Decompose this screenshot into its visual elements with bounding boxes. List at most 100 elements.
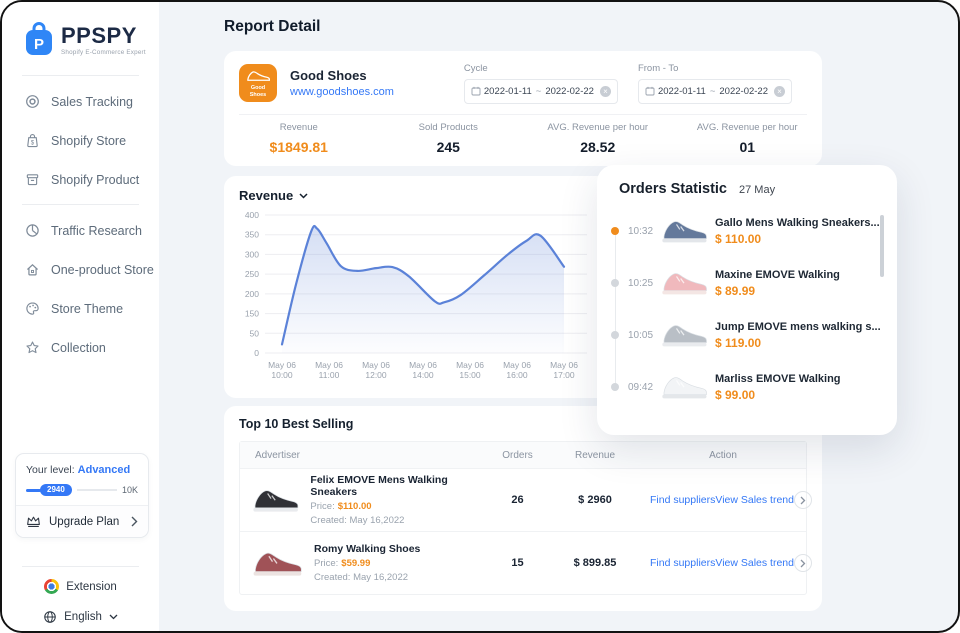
cycle-date-range-picker[interactable]: 2022-01-11 ~ 2022-02-22 × <box>463 78 618 104</box>
product-created-line: Created: May 16,2022 <box>310 515 405 526</box>
order-time: 09:42 <box>628 381 654 393</box>
sidebar-item-sales-tracking[interactable]: Sales Tracking <box>2 82 159 121</box>
chart-title: Revenue <box>239 188 294 203</box>
svg-text:May 06: May 06 <box>409 360 437 370</box>
table-row: Felix EMOVE Mens Walking Sneakers Price:… <box>240 468 812 531</box>
chevron-right-icon <box>131 516 138 527</box>
best-selling-table: Advertiser Orders Revenue Action Felix E… <box>239 441 812 595</box>
calendar-icon <box>471 86 481 96</box>
orders-statistic-date: 27 May <box>739 184 776 196</box>
chevron-right-icon <box>800 559 806 567</box>
view-sales-trend-link[interactable]: View Sales trend <box>715 557 794 569</box>
upgrade-plan-button[interactable]: Upgrade Plan <box>16 505 148 537</box>
product-box-icon <box>26 174 39 186</box>
level-label: Your level: Advanced <box>26 464 131 476</box>
svg-text:250: 250 <box>245 269 259 279</box>
svg-text:17:00: 17:00 <box>553 370 575 380</box>
svg-text:150: 150 <box>245 309 259 319</box>
sidebar-item-label: Sales Tracking <box>51 94 133 109</box>
order-product-name: Jump EMOVE mens walking s... <box>715 320 881 333</box>
svg-text:11:00: 11:00 <box>319 370 340 380</box>
shop-name: Good Shoes <box>290 68 367 83</box>
svg-text:May 06: May 06 <box>456 360 484 370</box>
svg-text:350: 350 <box>245 230 259 240</box>
shop-avatar: Good Shoes <box>239 64 277 102</box>
svg-text:50: 50 <box>250 328 260 338</box>
chevron-down-icon <box>109 614 118 620</box>
level-card: Your level: Advanced 2940 10K Upgrade Pla… <box>15 453 149 538</box>
sidebar-item-shopify-store[interactable]: $ Shopify Store <box>2 121 159 160</box>
fromto-label: From - To <box>637 62 679 74</box>
table-header: Advertiser Orders Revenue Action <box>240 442 806 468</box>
cycle-end-date: 2022-02-22 <box>545 85 594 97</box>
order-item[interactable]: 10:25 Maxine EMOVE Walking $ 89.99 <box>611 257 873 309</box>
stat-avg-revenue-2-value: 01 <box>739 139 756 155</box>
svg-text:P: P <box>34 36 44 53</box>
stat-revenue: Revenue $1849.81 <box>224 115 374 165</box>
calendar-icon <box>645 86 655 96</box>
table-row: Romy Walking Shoes Price: $59.99 Created:… <box>240 531 812 594</box>
sidebar-item-traffic-research[interactable]: Traffic Research <box>2 211 159 250</box>
sidebar-item-label: Shopify Store <box>51 133 127 148</box>
cycle-start-date: 2022-01-11 <box>483 85 532 97</box>
timeline-line <box>615 231 616 387</box>
revenue-amount: $ 899.85 <box>573 557 617 569</box>
sidebar-item-collection[interactable]: Collection <box>2 328 159 367</box>
target-icon <box>26 95 39 108</box>
product-shoe-image <box>253 490 299 512</box>
crown-icon <box>27 516 40 527</box>
chart-metric-dropdown[interactable]: Revenue <box>239 188 329 203</box>
order-item[interactable]: 09:42 Marliss EMOVE Walking $ 99.00 <box>611 361 873 413</box>
revenue-amount: $ 2960 <box>578 494 612 506</box>
language-selector[interactable]: English <box>2 610 159 624</box>
cycle-clear-button[interactable]: × <box>599 85 611 97</box>
row-expand-button[interactable] <box>793 491 812 509</box>
level-value: Advanced <box>77 464 131 476</box>
fromto-date-range-picker[interactable]: 2022-01-11 ~ 2022-02-22 × <box>637 78 792 104</box>
sidebar-item-one-product-store[interactable]: One-product Store <box>2 250 159 289</box>
order-item[interactable]: 10:32 Gallo Mens Walking Sneakers... $ 1… <box>611 205 880 257</box>
svg-text:12:00: 12:00 <box>365 370 387 380</box>
svg-text:May 06: May 06 <box>550 360 578 370</box>
best-selling-card: Top 10 Best Selling Advertiser Orders Re… <box>224 406 822 611</box>
sidebar-item-store-theme[interactable]: Store Theme <box>2 289 159 328</box>
order-time: 10:05 <box>628 329 654 341</box>
stat-revenue-value: $1849.81 <box>269 139 328 155</box>
panel-scrollbar[interactable] <box>880 215 884 277</box>
product-shoe-image <box>253 552 302 576</box>
view-sales-trend-link[interactable]: View Sales trend <box>715 494 794 506</box>
page-title: Report Detail <box>224 18 321 35</box>
find-suppliers-link[interactable]: Find suppliers <box>650 557 716 569</box>
order-shoe-image <box>662 273 707 295</box>
progress-max-label: 10K <box>121 485 138 495</box>
sidebar: P PPSPY Shopify E-Commerce Expert Sales … <box>2 2 159 631</box>
order-product-name: Maxine EMOVE Walking <box>715 268 840 281</box>
orders-count: 26 <box>511 494 524 506</box>
svg-text:$: $ <box>31 139 35 146</box>
sidebar-item-shopify-product[interactable]: Shopify Product <box>2 160 159 199</box>
order-time: 10:32 <box>628 225 654 237</box>
pie-chart-icon <box>26 224 39 237</box>
shop-url-link[interactable]: www.goodshoes.com <box>290 86 394 98</box>
timeline-dot <box>611 279 619 287</box>
svg-text:300: 300 <box>245 249 259 259</box>
fromto-clear-button[interactable]: × <box>774 85 785 97</box>
divider <box>22 75 139 76</box>
order-item[interactable]: 10:05 Jump EMOVE mens walking s... $ 119… <box>611 309 881 361</box>
order-product-name: Marliss EMOVE Walking <box>715 372 841 385</box>
main-content: Report Detail Good Shoes Good Shoes www.… <box>159 2 958 631</box>
brand-logo[interactable]: P PPSPY Shopify E-Commerce Expert <box>24 22 159 58</box>
order-price: $ 99.00 <box>715 387 756 402</box>
progress-fill <box>26 488 41 492</box>
order-price: $ 119.00 <box>715 335 762 350</box>
svg-text:0: 0 <box>254 348 259 358</box>
find-suppliers-link[interactable]: Find suppliers <box>650 494 716 506</box>
home-icon <box>27 263 38 276</box>
extension-button[interactable]: Extension <box>2 579 159 594</box>
sidebar-item-label: One-product Store <box>51 262 154 277</box>
product-name: Felix EMOVE Mens Walking Sneakers <box>310 474 448 498</box>
orders-count: 15 <box>511 557 524 569</box>
language-label: English <box>64 611 102 623</box>
column-advertiser: Advertiser <box>255 449 301 461</box>
row-expand-button[interactable] <box>793 554 812 572</box>
